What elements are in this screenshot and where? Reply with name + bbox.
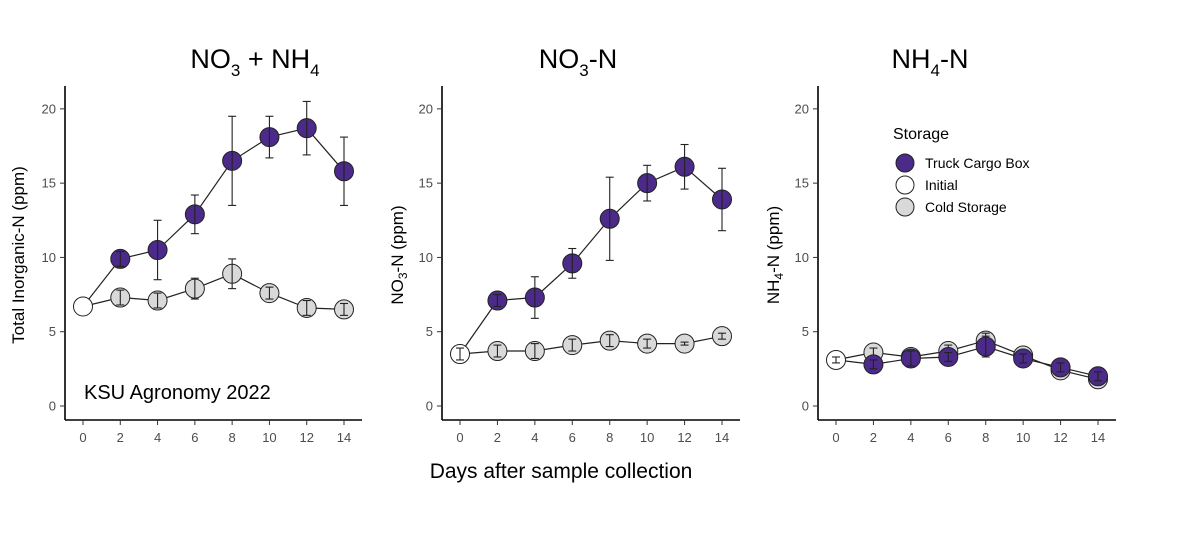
y-axis-label: NO3-N (ppm) <box>388 205 410 304</box>
panel-no3-n: NO3-N NO3-N (ppm) 0 5 10 15 20 0 2 4 6 8 10 12 14 <box>388 44 740 445</box>
axes: 0 5 10 15 20 0 2 4 6 8 10 12 14 <box>795 86 1116 445</box>
y-tick-label: 0 <box>802 399 809 414</box>
x-tick-label: 10 <box>640 430 654 445</box>
panel-title: NH4-N <box>892 44 969 80</box>
x-tick-label: 6 <box>569 430 576 445</box>
y-tick-label: 5 <box>802 324 809 339</box>
x-tick-label: 4 <box>907 430 914 445</box>
y-tick-label: 20 <box>419 101 433 116</box>
point-initial <box>73 296 93 317</box>
panel-title: NO3 + NH4 <box>190 44 319 80</box>
x-axis-label: Days after sample collection <box>430 460 693 483</box>
x-tick-label: 12 <box>677 430 691 445</box>
panel-total-inorganic-n: NO3 + NH4 Total Inorganic-N (ppm) 0 5 10 15… <box>9 44 362 445</box>
legend-item-initial: Initial <box>895 175 958 195</box>
y-axis-label: Total Inorganic-N (ppm) <box>9 166 28 344</box>
x-tick-label: 2 <box>117 430 124 445</box>
y-tick-label: 5 <box>426 324 433 339</box>
y-tick-label: 10 <box>419 250 433 265</box>
marks <box>450 143 732 364</box>
y-tick-label: 20 <box>42 101 56 116</box>
axes: 0 5 10 15 20 0 2 4 6 8 10 12 14 <box>42 86 362 445</box>
y-tick-label: 10 <box>42 250 56 265</box>
marks <box>826 330 1108 390</box>
y-tick-label: 5 <box>49 324 56 339</box>
x-tick-label: 4 <box>154 430 161 445</box>
x-tick-label: 6 <box>945 430 952 445</box>
y-axis-label: NH4-N (ppm) <box>764 206 786 304</box>
x-tick-label: 14 <box>1091 430 1105 445</box>
x-tick-label: 10 <box>262 430 276 445</box>
x-tick-label: 6 <box>191 430 198 445</box>
legend-marker <box>895 175 915 195</box>
x-tick-label: 10 <box>1016 430 1030 445</box>
legend-item-truck-cargo-box: Truck Cargo Box <box>895 153 1030 173</box>
legend-marker <box>895 153 915 173</box>
x-tick-label: 8 <box>982 430 989 445</box>
y-tick-label: 15 <box>419 176 433 191</box>
x-tick-label: 0 <box>456 430 463 445</box>
legend-label: Truck Cargo Box <box>925 155 1030 171</box>
y-tick-label: 20 <box>795 101 809 116</box>
y-tick-label: 0 <box>426 399 433 414</box>
y-tick-label: 15 <box>795 176 809 191</box>
panel-nh4-n: NH4-N NH4-N (ppm) 0 5 10 15 20 0 2 4 6 8 10 12 14 <box>764 44 1116 445</box>
x-tick-label: 0 <box>832 430 839 445</box>
x-tick-label: 2 <box>494 430 501 445</box>
watermark: KSU Agronomy 2022 <box>84 382 271 404</box>
legend: Storage Truck Cargo Box Initial Cold Sto… <box>893 126 1030 217</box>
x-tick-label: 12 <box>299 430 313 445</box>
x-tick-label: 12 <box>1053 430 1067 445</box>
panel-title: NO3-N <box>539 44 617 80</box>
x-tick-label: 4 <box>531 430 538 445</box>
y-tick-label: 10 <box>795 250 809 265</box>
legend-title: Storage <box>893 126 949 143</box>
x-tick-label: 8 <box>229 430 236 445</box>
series-line-truck-cargo-box <box>459 166 723 355</box>
legend-item-cold-storage: Cold Storage <box>895 197 1007 217</box>
x-tick-label: 0 <box>79 430 86 445</box>
y-tick-label: 15 <box>42 176 56 191</box>
x-tick-label: 14 <box>337 430 351 445</box>
x-tick-label: 14 <box>715 430 729 445</box>
legend-label: Initial <box>925 177 958 193</box>
legend-label: Cold Storage <box>925 199 1007 215</box>
marks <box>73 100 354 320</box>
legend-marker <box>895 197 915 217</box>
y-tick-label: 0 <box>49 399 56 414</box>
x-tick-label: 2 <box>870 430 877 445</box>
axes: 0 5 10 15 20 0 2 4 6 8 10 12 14 <box>419 86 740 445</box>
x-tick-label: 8 <box>606 430 613 445</box>
